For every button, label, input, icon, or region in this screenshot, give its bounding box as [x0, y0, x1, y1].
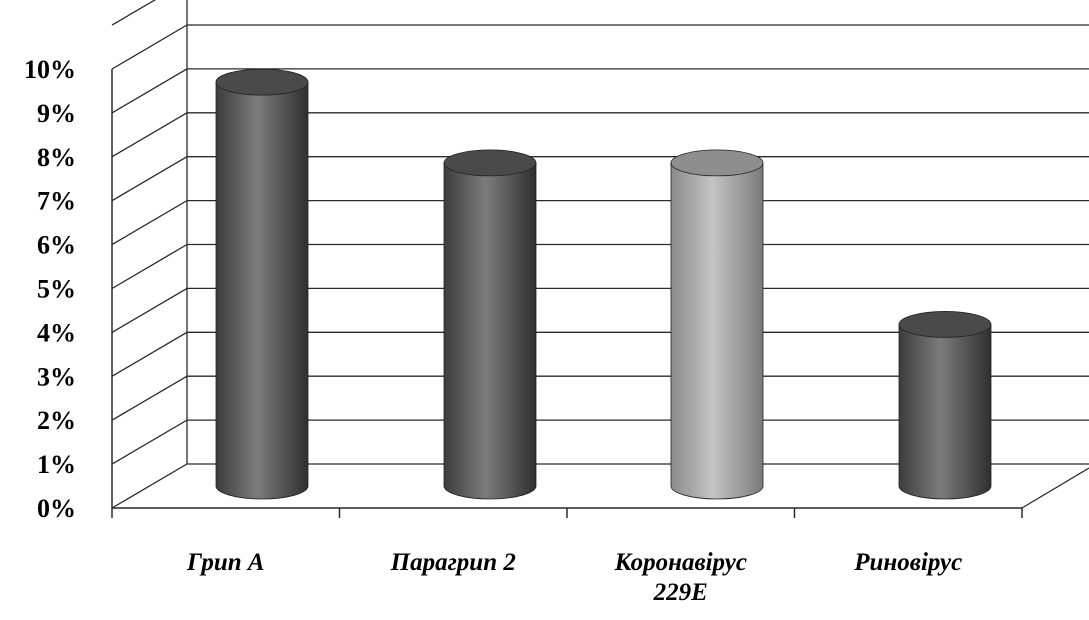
x-tick-label: Грип А [186, 549, 265, 576]
bar-3 [670, 149, 764, 500]
bar-body [670, 162, 764, 500]
bar-4 [898, 311, 992, 500]
gridline [111, 24, 1089, 70]
y-tick-label: 6% [37, 231, 76, 260]
bar-body [898, 324, 992, 500]
bar-body [443, 162, 537, 500]
y-tick-label: 2% [37, 406, 76, 435]
gridline-top [111, 0, 157, 26]
x-tick-label: Парагрип 2 [390, 549, 516, 576]
bars [215, 68, 992, 500]
y-tick-label: 1% [37, 450, 76, 479]
x-tick-label: Коронавірус 229Е [614, 549, 747, 606]
y-tick-label: 9% [37, 99, 76, 128]
y-tick-label: 3% [37, 362, 76, 391]
bar-top [670, 149, 764, 177]
y-tick-label: 8% [37, 143, 76, 172]
y-tick-label: 0% [37, 494, 76, 523]
y-tick-label: 10% [24, 55, 76, 84]
x-axis-tick-labels: Грип А Парагрип 2 Коронавірус 229Е Риновірус [186, 549, 962, 606]
floor-edge [1021, 467, 1089, 509]
y-tick-label: 7% [37, 187, 76, 216]
bar-top [898, 311, 992, 338]
y-axis-tick-labels: 0% 1% 2% 3% 4% 5% 6% 7% 8% 9% 10% [24, 55, 76, 523]
gridlines [111, 0, 1089, 518]
bar-2 [443, 149, 537, 500]
x-tick-label: Риновірус [853, 549, 962, 576]
bar-top [215, 68, 309, 96]
bar-top [443, 149, 537, 177]
bar-body [215, 81, 309, 500]
y-tick-label: 4% [37, 318, 76, 347]
y-tick-label: 5% [37, 275, 76, 304]
bar-1 [215, 68, 309, 500]
